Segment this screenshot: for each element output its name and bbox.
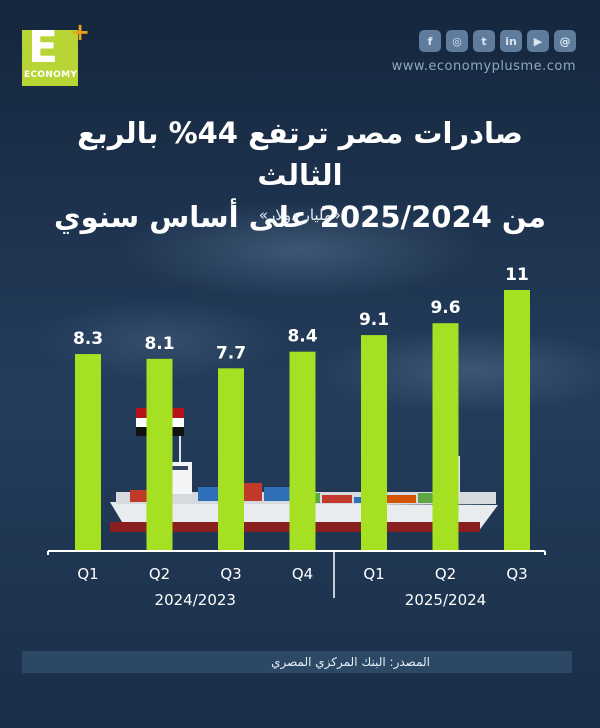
- bar: [289, 351, 316, 551]
- bar-value-label: 8.4: [287, 327, 317, 347]
- page-title: صادرات مصر ترتفع 44% بالربع الثالث من 20…: [40, 112, 560, 238]
- youtube-icon[interactable]: ▶: [527, 30, 549, 52]
- bar-value-label: 8.1: [144, 334, 174, 354]
- logo-word: ECONOMY: [24, 70, 78, 80]
- x-tick-label: Q2: [435, 565, 456, 583]
- economy-plus-logo[interactable]: E + ECONOMY: [22, 18, 90, 92]
- title-line-1: صادرات مصر ترتفع 44% بالربع الثالث: [77, 116, 523, 192]
- logo-letter: E: [28, 22, 59, 73]
- source-text: المصدر: البنك المركزي المصري: [271, 655, 430, 669]
- social-icons: f ◎ t in ▶ @: [419, 30, 576, 52]
- unit-subtitle: «مليار دولار»: [258, 206, 342, 224]
- threads-icon[interactable]: @: [554, 30, 576, 52]
- bar-value-label: 7.7: [216, 343, 246, 363]
- x-group-label: 2025/2024: [405, 591, 486, 609]
- bar-value-label: 9.1: [359, 310, 389, 330]
- bar: [361, 335, 387, 551]
- x-group-label: 2024/2023: [155, 591, 236, 609]
- bar: [504, 290, 530, 551]
- linkedin-icon[interactable]: in: [500, 30, 522, 52]
- logo-plus: +: [70, 18, 91, 46]
- title-line-2: من 2025/2024 على أساس سنوي: [54, 200, 546, 234]
- source-bar: [22, 651, 572, 673]
- bars: 8.3 8.1 7.7 8.4 9.1 9.6 11: [73, 265, 530, 551]
- x-tick-label: Q1: [363, 565, 384, 583]
- bar: [218, 368, 244, 551]
- x-tick-label: Q3: [220, 565, 241, 583]
- bar: [75, 354, 101, 551]
- facebook-icon[interactable]: f: [419, 30, 441, 52]
- x-tick-label: Q1: [77, 565, 98, 583]
- bar-value-label: 9.6: [430, 298, 460, 318]
- x-tick-label: Q3: [506, 565, 527, 583]
- twitter-icon[interactable]: t: [473, 30, 495, 52]
- x-tick-label: Q4: [292, 565, 313, 583]
- bar: [432, 323, 459, 551]
- website-url[interactable]: www.economyplusme.com: [391, 59, 576, 74]
- x-tick-label: Q2: [149, 565, 170, 583]
- bar: [146, 358, 173, 551]
- bar-value-label: 8.3: [73, 329, 103, 349]
- x-axis: Q1 Q2 Q3 Q4 Q1 Q2 Q3 2024/2023 2025/2024: [47, 550, 546, 609]
- logo-box: [22, 30, 78, 86]
- instagram-icon[interactable]: ◎: [446, 30, 468, 52]
- bar-value-label: 11: [505, 265, 529, 285]
